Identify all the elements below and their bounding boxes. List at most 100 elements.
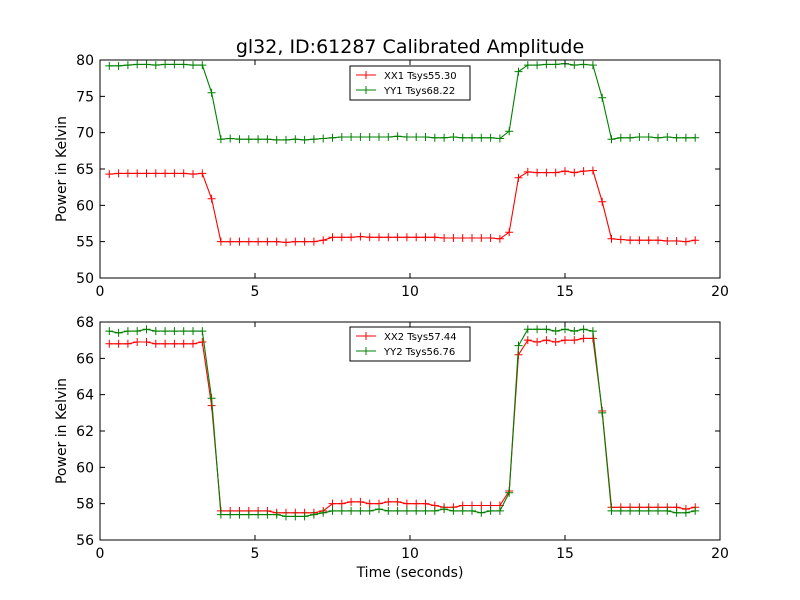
data-point — [235, 510, 244, 519]
x-tick-label: 10 — [401, 546, 419, 562]
data-point — [114, 328, 123, 337]
data-point — [588, 61, 597, 70]
data-point — [309, 510, 318, 519]
data-point — [663, 506, 672, 515]
data-point — [561, 336, 569, 345]
bottom-plot: 0 5 10 15 20 56 58 60 62 64 66 68 Power in Kelvin Tim… — [54, 315, 729, 581]
data-point — [616, 133, 625, 142]
data-point — [561, 167, 569, 176]
data-point — [384, 133, 393, 142]
data-point — [207, 394, 216, 403]
data-point — [449, 506, 458, 515]
data-point — [151, 339, 160, 348]
data-point — [123, 327, 132, 336]
top-plot: 0 5 10 15 20 50 55 60 65 70 75 80 Power in Kelvin XX1… — [54, 53, 729, 300]
legend: XX2 Tsys57.44 YY2 Tsys56.76 — [349, 326, 471, 362]
data-point — [244, 135, 253, 144]
data-point — [347, 506, 356, 515]
data-point — [151, 61, 160, 70]
data-point — [533, 325, 542, 334]
data-point — [189, 339, 197, 348]
data-point — [533, 168, 542, 177]
data-point — [337, 133, 346, 142]
data-point — [635, 236, 644, 245]
y-tick-label: 50 — [76, 271, 94, 287]
data-point — [337, 506, 346, 515]
data-point — [570, 61, 579, 70]
data-point — [347, 233, 356, 242]
data-point — [570, 327, 579, 336]
data-point — [672, 133, 681, 142]
data-point — [421, 133, 430, 142]
data-point — [440, 234, 449, 243]
data-point — [598, 197, 607, 206]
data-point — [337, 499, 346, 508]
y-tick-label: 60 — [76, 198, 94, 214]
data-point — [365, 233, 374, 242]
data-point — [514, 67, 523, 76]
data-point — [291, 512, 300, 521]
y-tick-label: 68 — [76, 315, 94, 331]
data-point — [421, 233, 430, 242]
data-point — [570, 168, 579, 177]
data-point — [375, 133, 383, 142]
legend-marker — [362, 332, 370, 340]
data-point — [356, 133, 365, 142]
data-point — [523, 325, 532, 334]
data-point — [393, 233, 402, 242]
data-point — [151, 169, 160, 178]
legend-box — [349, 65, 471, 101]
data-point — [198, 327, 207, 336]
y-tick-label: 70 — [76, 126, 94, 142]
data-point — [105, 327, 114, 336]
data-point — [254, 237, 263, 246]
data-point — [598, 408, 607, 417]
data-point — [663, 133, 672, 142]
data-point — [319, 508, 328, 517]
data-point — [216, 135, 225, 144]
data-point — [133, 327, 142, 336]
data-point — [189, 61, 197, 70]
data-point — [365, 499, 374, 508]
data-point — [495, 134, 504, 143]
data-point — [449, 133, 458, 142]
data-point — [430, 506, 439, 515]
y-tick-label: 58 — [76, 497, 94, 513]
data-point — [105, 170, 114, 179]
data-point — [681, 133, 690, 142]
data-point — [114, 339, 123, 348]
data-point — [254, 135, 263, 144]
data-point — [328, 233, 337, 242]
data-point — [672, 508, 681, 517]
data-point — [282, 238, 290, 247]
data-point — [291, 237, 300, 246]
data-point — [412, 506, 421, 515]
data-point — [588, 327, 597, 336]
data-point — [170, 327, 179, 336]
data-point — [179, 169, 188, 178]
data-point — [421, 506, 430, 515]
data-point — [607, 506, 616, 515]
data-point — [505, 127, 514, 136]
y-axis-label: Power in Kelvin — [54, 116, 70, 222]
x-tick-label: 10 — [401, 284, 419, 300]
y-tick-label: 56 — [76, 533, 94, 549]
data-point — [216, 237, 225, 246]
data-point — [282, 135, 290, 144]
data-point — [458, 506, 467, 515]
data-point — [644, 236, 653, 245]
data-point — [189, 327, 197, 336]
data-point — [328, 506, 337, 515]
data-point — [207, 194, 216, 203]
data-point — [523, 61, 532, 70]
data-point — [691, 236, 700, 245]
data-point — [151, 327, 160, 336]
data-point — [161, 339, 170, 348]
data-point — [542, 168, 551, 177]
data-point — [495, 234, 504, 243]
data-point — [430, 133, 439, 142]
data-point — [514, 173, 523, 182]
data-point — [635, 506, 644, 515]
data-point — [598, 93, 607, 102]
